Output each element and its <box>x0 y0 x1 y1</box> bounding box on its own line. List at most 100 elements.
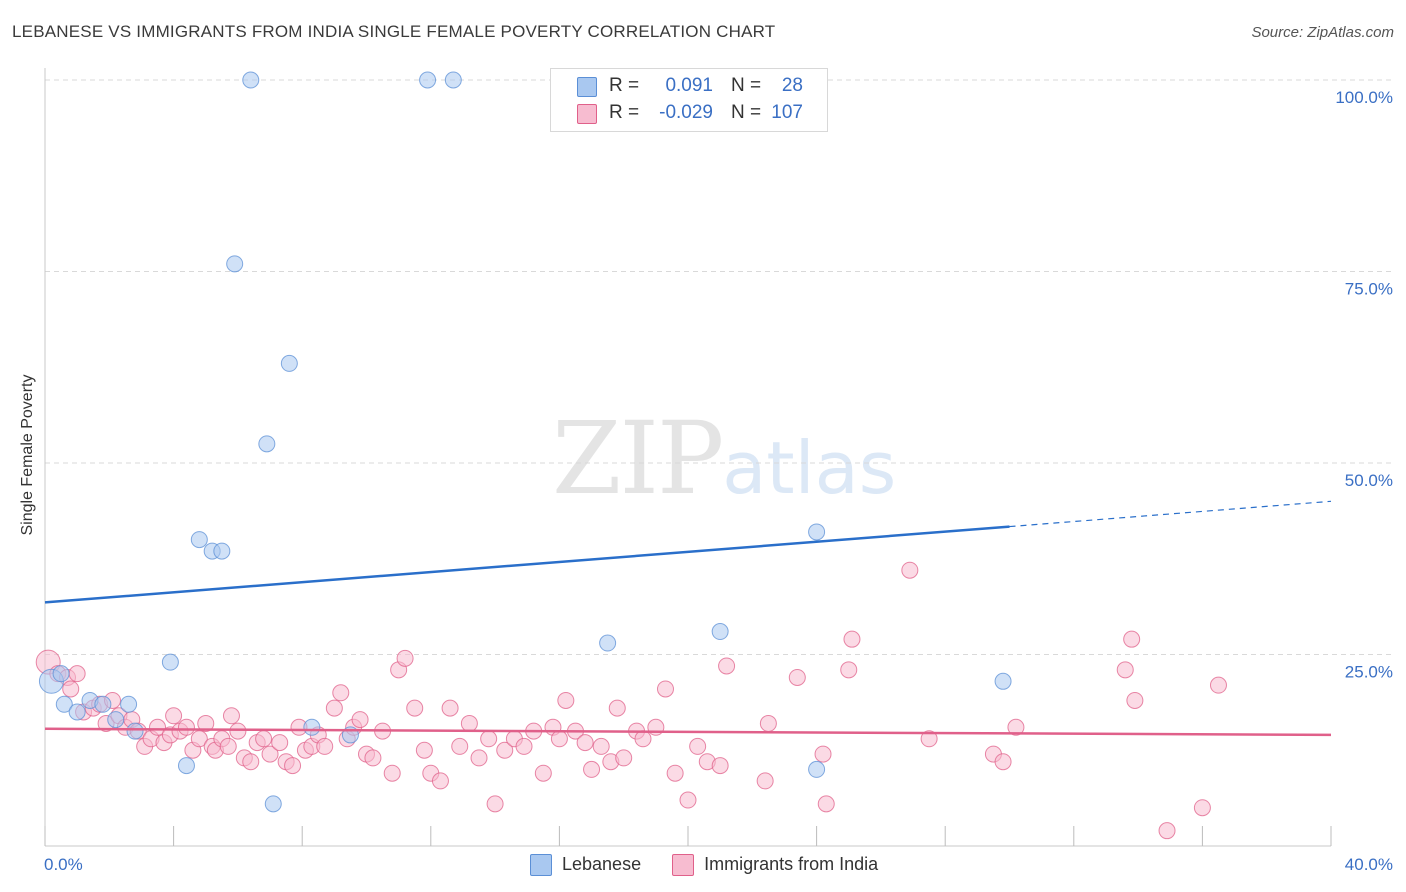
x-tick-label-max: 40.0% <box>1345 855 1393 874</box>
india-point[interactable] <box>901 561 919 579</box>
india-point[interactable] <box>415 741 433 759</box>
india-point[interactable] <box>261 745 279 763</box>
india-trend-line <box>44 727 1332 737</box>
lebanese-point[interactable] <box>711 623 729 641</box>
india-point[interactable] <box>255 730 273 748</box>
india-point[interactable] <box>666 764 684 782</box>
india-point[interactable] <box>441 699 459 717</box>
india-point[interactable] <box>406 699 424 717</box>
india-point[interactable] <box>284 757 302 775</box>
lebanese-point[interactable] <box>303 718 321 736</box>
lebanese-points <box>38 71 1012 813</box>
lebanese-point[interactable] <box>599 634 617 652</box>
india-point[interactable] <box>843 630 861 648</box>
india-point[interactable] <box>756 772 774 790</box>
india-point[interactable] <box>1209 676 1227 694</box>
lebanese-point[interactable] <box>68 703 86 721</box>
india-point[interactable] <box>840 661 858 679</box>
r-value: -0.029 <box>659 102 713 123</box>
india-point[interactable] <box>814 745 832 763</box>
n-label: N = <box>731 75 762 96</box>
lebanese-point[interactable] <box>280 354 298 372</box>
lebanese-point[interactable] <box>55 695 73 713</box>
india-point[interactable] <box>1158 822 1176 840</box>
india-point[interactable] <box>316 737 334 755</box>
india-point[interactable] <box>149 718 167 736</box>
india-point[interactable] <box>271 734 289 752</box>
india-point[interactable] <box>219 737 237 755</box>
lebanese-point[interactable] <box>120 695 138 713</box>
india-point[interactable] <box>994 753 1012 771</box>
r-label: R = <box>609 75 640 96</box>
india-point[interactable] <box>608 699 626 717</box>
lebanese-swatch <box>530 854 552 876</box>
india-point[interactable] <box>364 749 382 767</box>
india-point[interactable] <box>177 718 195 736</box>
india-point[interactable] <box>515 737 533 755</box>
india-point[interactable] <box>592 737 610 755</box>
lebanese-point[interactable] <box>994 672 1012 690</box>
lebanese-point[interactable] <box>107 711 125 729</box>
india-point[interactable] <box>68 665 86 683</box>
india-point[interactable] <box>480 730 498 748</box>
india-point[interactable] <box>222 707 240 725</box>
lebanese-point[interactable] <box>190 531 208 549</box>
india-point[interactable] <box>788 668 806 686</box>
india-point[interactable] <box>759 714 777 732</box>
india-point[interactable] <box>242 753 260 771</box>
india-point[interactable] <box>396 649 414 667</box>
india-point[interactable] <box>165 707 183 725</box>
india-point[interactable] <box>486 795 504 813</box>
lebanese-point[interactable] <box>242 71 260 89</box>
lebanese-point[interactable] <box>264 795 282 813</box>
india-point[interactable] <box>1193 799 1211 817</box>
india-point[interactable] <box>1116 661 1134 679</box>
watermark-atlas: atlas <box>722 426 897 510</box>
lebanese-point[interactable] <box>126 722 144 740</box>
india-point[interactable] <box>460 714 478 732</box>
legend-item-lebanese[interactable]: Lebanese <box>530 852 641 876</box>
india-point[interactable] <box>1123 630 1141 648</box>
lebanese-point[interactable] <box>52 665 70 683</box>
india-point[interactable] <box>325 699 343 717</box>
india-point[interactable] <box>718 657 736 675</box>
india-point[interactable] <box>920 730 938 748</box>
legend-item-india[interactable]: Immigrants from India <box>672 852 878 876</box>
india-point[interactable] <box>229 722 247 740</box>
india-point[interactable] <box>817 795 835 813</box>
india-point[interactable] <box>197 714 215 732</box>
y-tick-labels: 25.0% 50.0% 75.0% 100.0% <box>1335 88 1393 682</box>
india-point[interactable] <box>679 791 697 809</box>
india-point[interactable] <box>496 741 514 759</box>
lebanese-point[interactable] <box>808 523 826 541</box>
lebanese-point[interactable] <box>808 760 826 778</box>
india-point[interactable] <box>1126 691 1144 709</box>
india-point[interactable] <box>1007 718 1025 736</box>
india-point[interactable] <box>583 760 601 778</box>
india-point[interactable] <box>615 749 633 767</box>
india-point[interactable] <box>576 734 594 752</box>
india-point[interactable] <box>451 737 469 755</box>
india-point[interactable] <box>711 757 729 775</box>
lebanese-point[interactable] <box>444 71 462 89</box>
india-point[interactable] <box>557 691 575 709</box>
india-point[interactable] <box>332 684 350 702</box>
india-point[interactable] <box>689 737 707 755</box>
lebanese-point[interactable] <box>161 653 179 671</box>
lebanese-point[interactable] <box>94 695 112 713</box>
india-point[interactable] <box>431 772 449 790</box>
india-point[interactable] <box>62 680 80 698</box>
india-point[interactable] <box>656 680 674 698</box>
india-point[interactable] <box>550 730 568 748</box>
india-point[interactable] <box>351 711 369 729</box>
india-point[interactable] <box>470 749 488 767</box>
india-point[interactable] <box>383 764 401 782</box>
lebanese-point[interactable] <box>419 71 437 89</box>
lebanese-point[interactable] <box>213 542 231 560</box>
india-point[interactable] <box>634 730 652 748</box>
lebanese-point[interactable] <box>226 255 244 273</box>
india-point[interactable] <box>534 764 552 782</box>
lebanese-point[interactable] <box>177 757 195 775</box>
lebanese-point[interactable] <box>258 435 276 453</box>
